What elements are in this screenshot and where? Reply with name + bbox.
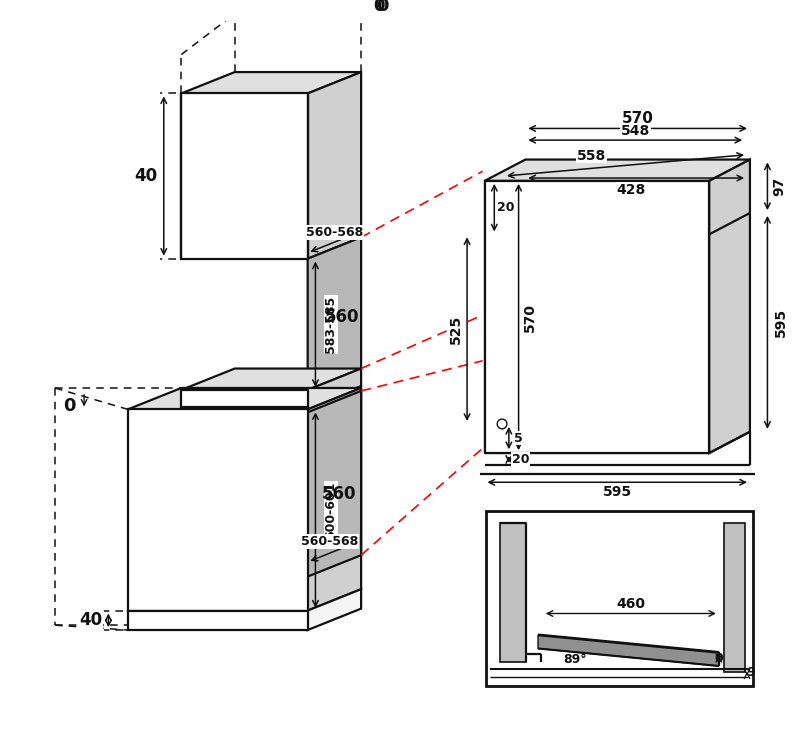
Text: 0: 0	[376, 0, 389, 15]
Text: 525: 525	[449, 315, 462, 344]
Text: 583-585: 583-585	[325, 295, 338, 353]
Bar	[485, 181, 709, 453]
Text: 89°: 89°	[563, 653, 586, 666]
Polygon shape	[709, 159, 750, 453]
Polygon shape	[485, 159, 750, 181]
Text: 5: 5	[514, 431, 523, 445]
Polygon shape	[308, 388, 361, 611]
Polygon shape	[308, 368, 361, 407]
Bar	[182, 390, 308, 407]
Text: 0: 0	[373, 0, 384, 15]
Text: 9: 9	[746, 667, 755, 679]
Text: 40: 40	[134, 167, 158, 185]
Bar	[128, 409, 308, 611]
Text: 570: 570	[622, 111, 654, 126]
Text: 560: 560	[322, 485, 357, 503]
Text: 20: 20	[498, 201, 514, 214]
Polygon shape	[182, 72, 361, 93]
Polygon shape	[538, 635, 719, 666]
Text: 20: 20	[512, 453, 530, 466]
Polygon shape	[308, 589, 361, 630]
Text: 0: 0	[714, 652, 723, 664]
Text: 428: 428	[617, 183, 646, 197]
Text: 600-601: 600-601	[325, 481, 338, 539]
Bar	[500, 523, 526, 662]
Text: 40: 40	[79, 612, 102, 629]
Bar	[182, 93, 308, 259]
Text: 560: 560	[325, 307, 359, 326]
Text: 595: 595	[774, 308, 788, 337]
Text: 0: 0	[63, 398, 76, 415]
Text: 560-568: 560-568	[301, 535, 358, 548]
Polygon shape	[128, 388, 361, 409]
Polygon shape	[308, 237, 361, 390]
Polygon shape	[308, 72, 361, 259]
Text: 560-568: 560-568	[306, 226, 363, 239]
Polygon shape	[308, 391, 361, 576]
Polygon shape	[182, 368, 361, 390]
Text: 570: 570	[523, 303, 538, 331]
Bar	[128, 611, 308, 630]
Text: 548: 548	[621, 124, 650, 138]
Bar	[724, 523, 745, 672]
Bar	[486, 512, 753, 686]
Text: 97: 97	[772, 176, 786, 196]
Text: 460: 460	[616, 597, 646, 611]
Text: 595: 595	[602, 485, 632, 499]
Text: 558: 558	[577, 148, 606, 162]
